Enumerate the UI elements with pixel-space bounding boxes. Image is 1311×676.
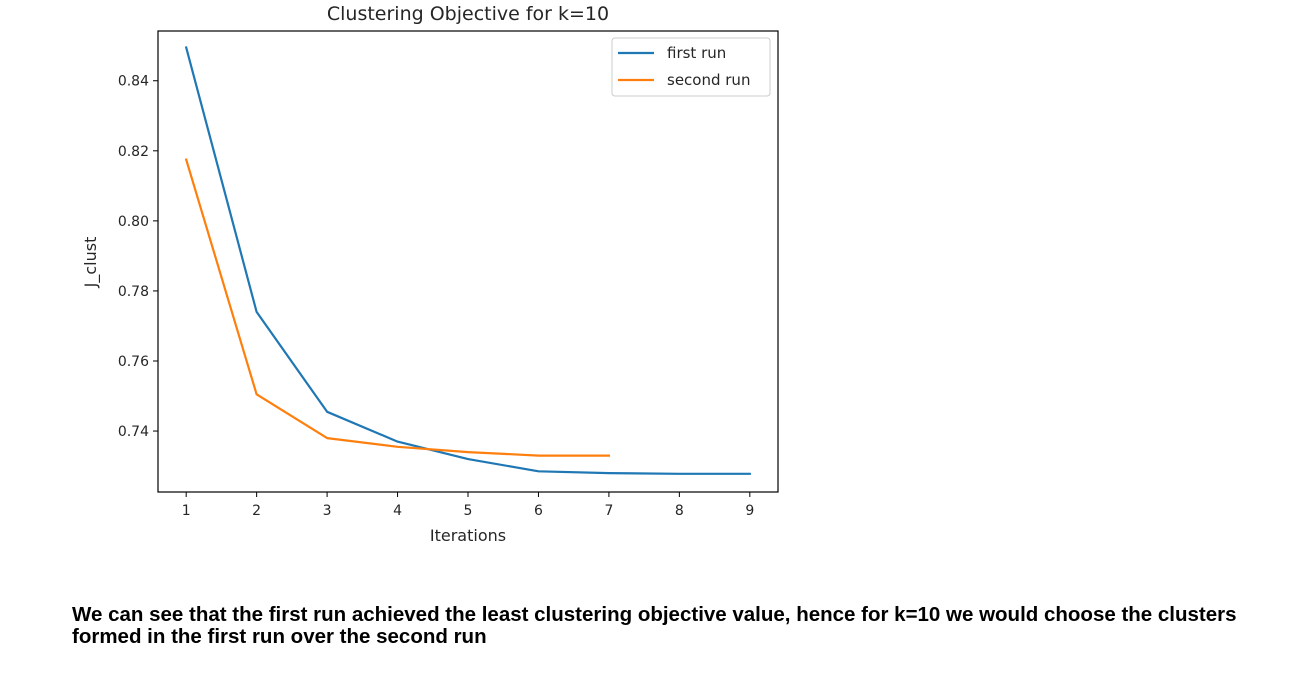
y-tick-label: 0.84 <box>118 74 149 90</box>
y-axis-ticks: 0.74 0.76 0.78 0.80 0.82 0.84 <box>118 74 158 440</box>
x-tick-label: 6 <box>534 503 543 519</box>
y-axis-label: J_clust <box>81 237 101 289</box>
series-layer <box>184 46 751 475</box>
legend-label-1: first run <box>667 44 726 62</box>
x-tick-label: 9 <box>745 503 754 519</box>
x-tick-label: 7 <box>604 503 613 519</box>
conclusion-text: We can see that the first run achieved t… <box>72 603 1237 648</box>
x-tick-label: 1 <box>182 503 191 519</box>
legend-label-2: second run <box>667 71 750 89</box>
y-tick-label: 0.74 <box>118 424 149 440</box>
x-tick-label: 5 <box>464 503 473 519</box>
y-tick-label: 0.82 <box>118 144 149 160</box>
y-tick-label: 0.78 <box>118 284 149 300</box>
chart-title: Clustering Objective for k=10 <box>327 3 609 25</box>
plot-frame <box>157 30 779 493</box>
x-tick-label: 3 <box>323 503 332 519</box>
x-tick-label: 4 <box>393 503 402 519</box>
y-tick-label: 0.80 <box>118 214 149 230</box>
x-axis-label: Iterations <box>430 526 506 545</box>
series-line-2 <box>184 158 611 457</box>
x-tick-label: 2 <box>252 503 261 519</box>
legend: first run second run <box>611 37 771 97</box>
x-axis-ticks: 1 2 3 4 5 6 7 8 9 <box>182 492 754 519</box>
series-line-1 <box>184 46 751 475</box>
y-tick-label: 0.76 <box>118 354 149 370</box>
x-tick-label: 8 <box>675 503 684 519</box>
